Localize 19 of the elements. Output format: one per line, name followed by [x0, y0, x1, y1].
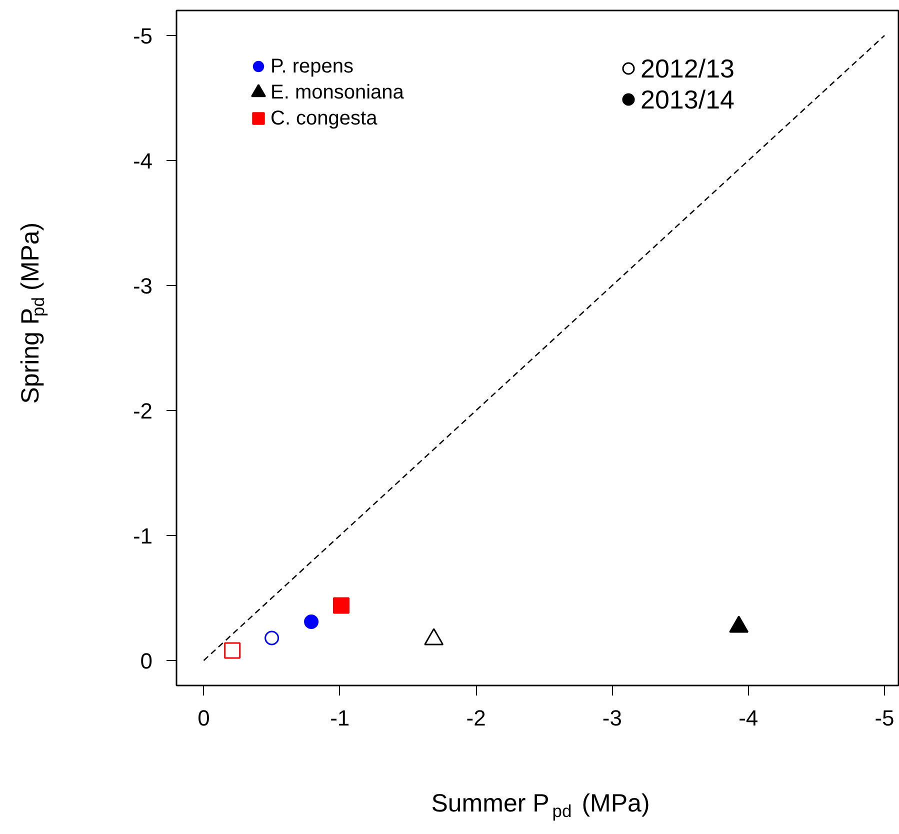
y-tick-label: -1	[132, 524, 152, 548]
legend-label: 2012/13	[640, 54, 734, 84]
x-tick-label: -3	[602, 706, 622, 730]
y-tick-label: -4	[132, 148, 152, 174]
legend-label: P. repens	[270, 56, 354, 78]
legend-label: C. congesta	[270, 108, 378, 130]
x-tick-label: 0	[198, 706, 210, 730]
x-tick-label: -1	[330, 706, 350, 730]
y-tick-label: -3	[132, 274, 152, 298]
y-tick-label: 0	[140, 648, 153, 674]
legend-label: 2013/14	[640, 84, 734, 114]
x-tick-label: -5	[874, 706, 894, 730]
x-tick-label: -4	[738, 706, 758, 730]
legend-label: E. monsoniana	[270, 82, 405, 104]
y-tick-label: -2	[132, 398, 152, 424]
point	[333, 597, 350, 614]
point	[304, 614, 319, 629]
y-tick-label: -5	[132, 24, 152, 48]
x-tick-label: -2	[466, 706, 486, 730]
